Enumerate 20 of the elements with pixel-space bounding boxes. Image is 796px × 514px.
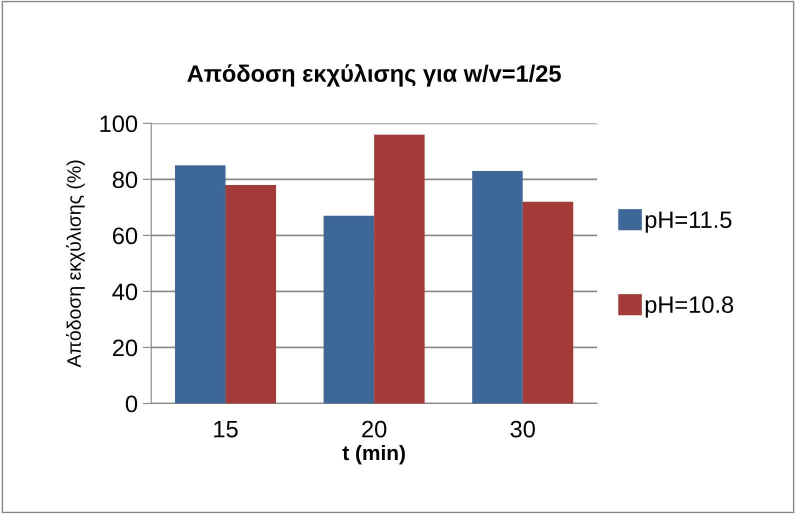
y-tick-label: 60 bbox=[112, 227, 138, 244]
bar bbox=[175, 165, 226, 404]
legend-label: pH=11.5 bbox=[646, 212, 732, 233]
bar bbox=[374, 134, 425, 404]
x-tick-label: 15 bbox=[214, 421, 238, 438]
chart-title: Απόδοση εκχύλισης για w/v=1/25 bbox=[187, 64, 561, 87]
bar bbox=[522, 202, 574, 404]
x-tick-label: 30 bbox=[510, 420, 535, 438]
y-tick-label: 0 bbox=[126, 396, 138, 412]
x-tick-label: 20 bbox=[362, 420, 386, 438]
y-tick-label: 80 bbox=[112, 171, 138, 188]
y-axis-title: Απόδοση εκχύλισης (%) bbox=[66, 160, 85, 368]
bar bbox=[324, 216, 374, 404]
y-tick-label: 100 bbox=[100, 115, 138, 132]
y-tick-label: 40 bbox=[112, 284, 138, 300]
bar bbox=[226, 184, 276, 404]
legend-label: pH=10.8 bbox=[646, 296, 734, 318]
y-tick-label: 20 bbox=[112, 340, 138, 356]
x-axis-title: t (min) bbox=[342, 444, 405, 464]
bar bbox=[472, 170, 523, 404]
